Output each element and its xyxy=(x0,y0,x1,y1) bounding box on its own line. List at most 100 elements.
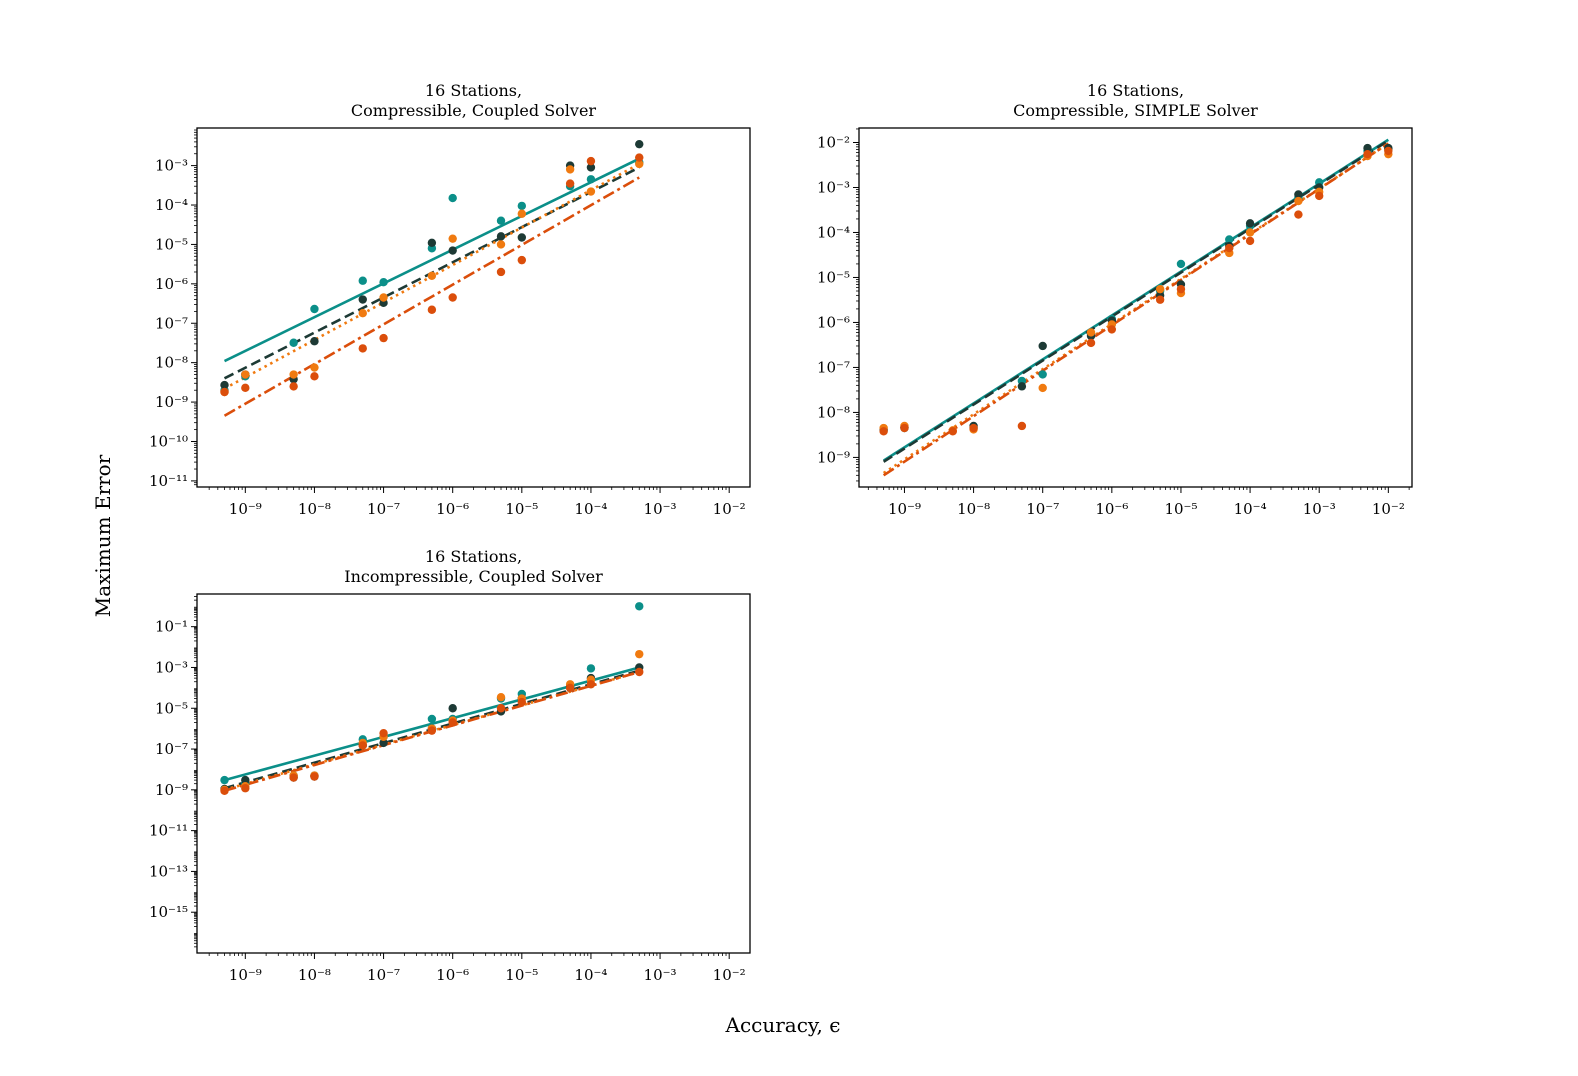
x-tick-label: 10⁻⁴ xyxy=(1234,500,1267,518)
data-point-red xyxy=(1384,146,1393,156)
data-point-teal xyxy=(586,175,596,184)
data-point-red xyxy=(1225,243,1234,253)
data-point-teal xyxy=(496,216,506,225)
data-point-red xyxy=(379,728,388,738)
data-point-orange xyxy=(1155,284,1165,294)
data-point-red xyxy=(586,156,596,166)
y-tick-label: 10⁻¹³ xyxy=(149,862,188,880)
data-point-dark xyxy=(1245,219,1255,228)
chart-title-line: Compressible, Coupled Solver xyxy=(351,101,597,120)
x-tick-label: 10⁻⁹ xyxy=(229,500,262,518)
x-tick-label: 10⁻⁶ xyxy=(436,966,469,984)
y-tick-label: 10⁻⁷ xyxy=(155,314,188,332)
data-point-orange xyxy=(635,159,644,169)
x-tick-label: 10⁻² xyxy=(1372,500,1405,518)
data-point-red xyxy=(1363,149,1372,159)
x-tick-label: 10⁻⁵ xyxy=(505,500,538,518)
data-point-teal xyxy=(517,201,527,211)
y-tick-label: 10⁻⁵ xyxy=(155,235,188,253)
data-point-dark xyxy=(427,238,437,247)
data-point-orange xyxy=(635,649,644,659)
data-point-orange xyxy=(427,271,437,280)
data-point-teal xyxy=(427,714,437,724)
data-point-red xyxy=(1176,284,1186,294)
chart-incompressible-coupled: 16 Stations,Incompressible, Coupled Solv… xyxy=(149,547,751,984)
y-tick-label: 10⁻⁶ xyxy=(817,313,850,331)
data-point-orange xyxy=(565,165,575,174)
y-tick-label: 10⁻⁵ xyxy=(155,699,188,717)
x-tick-label: 10⁻⁹ xyxy=(888,500,921,518)
data-point-orange xyxy=(1245,228,1255,237)
fit-line-red xyxy=(223,176,640,417)
data-point-teal xyxy=(379,278,388,287)
data-point-orange xyxy=(289,370,298,379)
data-point-orange xyxy=(1086,328,1096,337)
data-point-red xyxy=(220,387,229,397)
y-tick-label: 10⁻⁴ xyxy=(155,196,188,214)
y-tick-label: 10⁻¹⁰ xyxy=(149,432,188,450)
data-point-red xyxy=(427,305,437,314)
axes-frame xyxy=(858,127,1413,488)
data-point-red xyxy=(358,741,367,750)
data-point-red xyxy=(289,382,298,391)
x-tick-label: 10⁻⁵ xyxy=(505,966,538,984)
data-point-red xyxy=(1294,210,1303,219)
data-point-dark xyxy=(517,233,527,242)
x-tick-label: 10⁻⁷ xyxy=(1026,500,1059,518)
data-point-orange xyxy=(517,209,527,218)
data-point-red xyxy=(1155,295,1165,304)
plot-area xyxy=(879,138,1393,477)
data-point-red xyxy=(358,344,367,353)
chart-compressible-coupled: 16 Stations,Compressible, Coupled Solver… xyxy=(149,81,751,518)
data-point-orange xyxy=(1038,383,1047,393)
y-tick-label: 10⁻⁹ xyxy=(155,781,188,799)
chart-title-line: 16 Stations, xyxy=(425,81,522,100)
data-point-dark xyxy=(310,337,319,346)
chart-title-line: Compressible, SIMPLE Solver xyxy=(1013,101,1258,120)
y-tick-label: 10⁻⁸ xyxy=(817,403,850,421)
x-tick-label: 10⁻⁷ xyxy=(367,500,400,518)
data-point-red xyxy=(220,786,229,795)
data-point-red xyxy=(448,293,457,302)
data-point-red xyxy=(496,704,506,713)
data-point-dark xyxy=(1294,190,1303,199)
chart-title-line: Incompressible, Coupled Solver xyxy=(344,567,603,586)
data-point-red xyxy=(241,784,250,793)
data-point-teal xyxy=(220,775,229,785)
data-point-red xyxy=(1315,191,1324,201)
chart-title-line: 16 Stations, xyxy=(1087,81,1184,100)
data-point-orange xyxy=(358,308,367,318)
x-tick-label: 10⁻⁸ xyxy=(957,500,990,518)
x-tick-label: 10⁻⁴ xyxy=(574,966,607,984)
data-point-orange xyxy=(1294,196,1303,206)
y-tick-label: 10⁻⁹ xyxy=(155,393,188,411)
data-point-red xyxy=(1086,338,1096,348)
x-tick-label: 10⁻⁶ xyxy=(1095,500,1128,518)
x-tick-label: 10⁻⁶ xyxy=(436,500,469,518)
axes-frame xyxy=(196,593,751,954)
data-point-teal xyxy=(448,193,457,203)
figure-y-label: Maximum Error xyxy=(91,454,115,617)
data-point-teal xyxy=(1176,259,1186,269)
fit-line-dark xyxy=(882,139,1390,463)
x-tick-label: 10⁻⁷ xyxy=(367,966,400,984)
data-point-red xyxy=(969,423,978,433)
data-point-orange xyxy=(586,187,596,196)
y-tick-label: 10⁻¹¹ xyxy=(149,822,188,840)
y-tick-label: 10⁻¹ xyxy=(155,618,188,636)
data-point-red xyxy=(565,683,575,693)
data-point-dark xyxy=(241,775,250,785)
data-point-dark xyxy=(586,163,596,172)
plot-area xyxy=(220,602,644,795)
y-tick-label: 10⁻⁷ xyxy=(155,740,188,758)
data-point-dark xyxy=(496,232,506,241)
y-tick-label: 10⁻¹⁵ xyxy=(149,903,188,921)
data-point-red xyxy=(900,423,909,433)
fit-line-teal xyxy=(224,666,640,782)
data-point-red xyxy=(496,267,506,277)
data-point-teal xyxy=(1038,370,1047,379)
data-point-red xyxy=(517,697,527,707)
data-point-orange xyxy=(310,363,319,372)
data-point-red xyxy=(379,333,388,343)
